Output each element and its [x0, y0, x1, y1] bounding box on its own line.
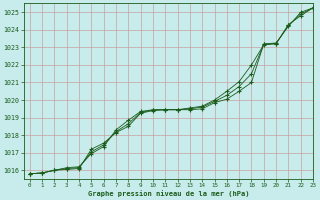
X-axis label: Graphe pression niveau de la mer (hPa): Graphe pression niveau de la mer (hPa) — [88, 190, 249, 197]
